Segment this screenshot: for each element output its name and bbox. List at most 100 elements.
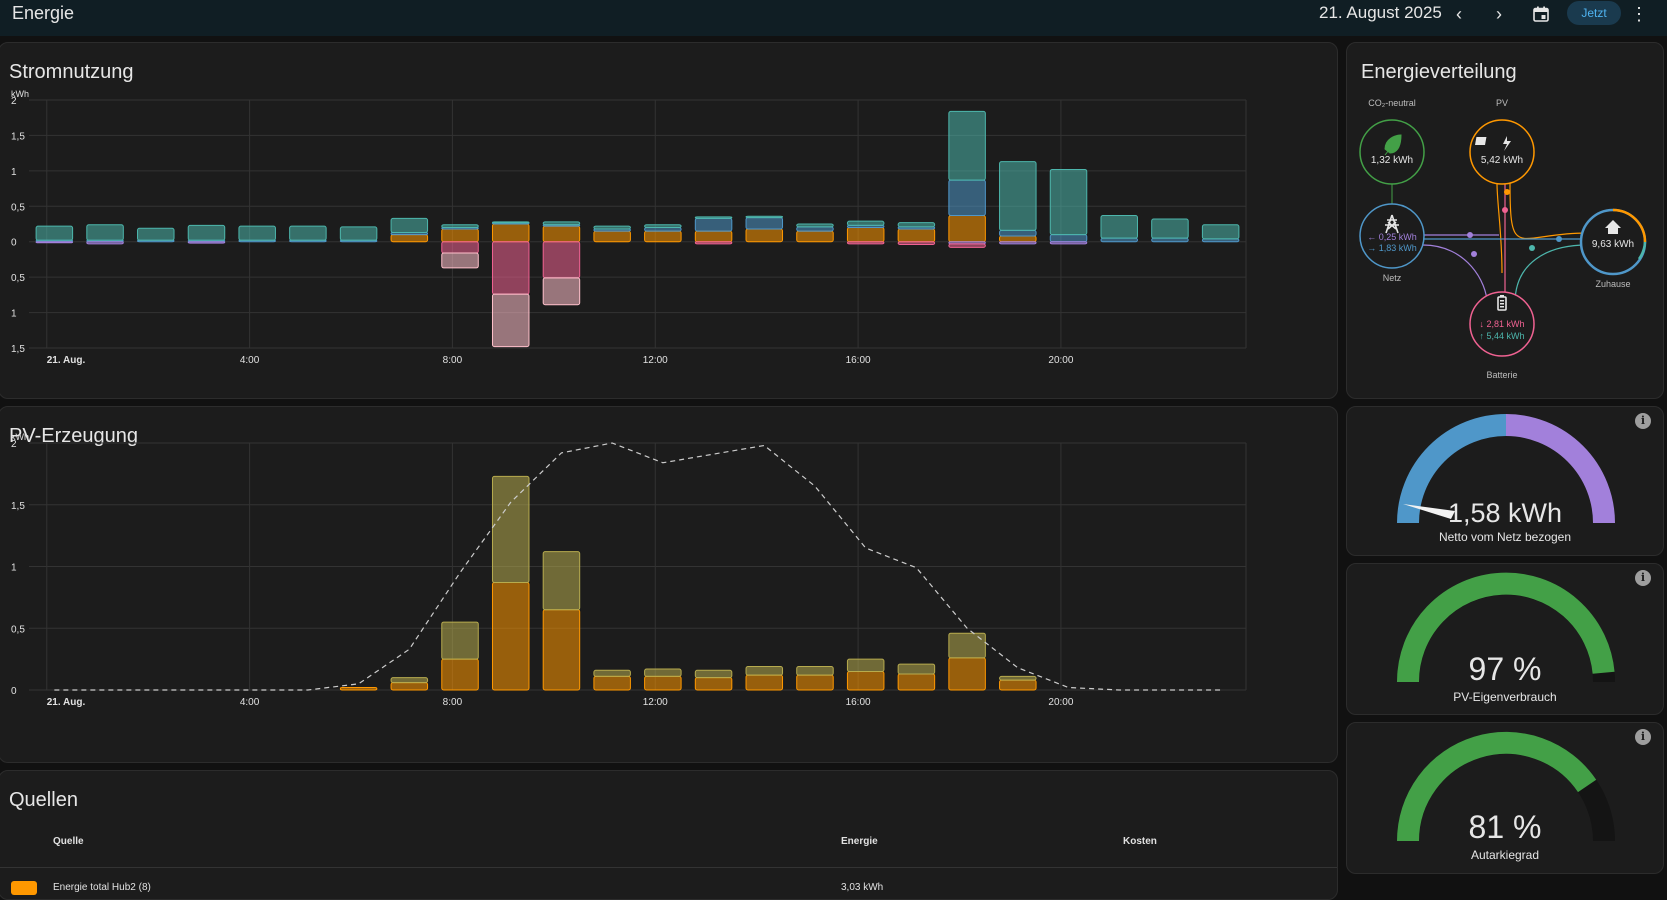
pv-card: PV-Erzeugung 2 1,5 1 0,5 0 21. Aug. 4:00 8:00 12… (0, 406, 1338, 763)
col-energy-header: Energie (841, 836, 878, 847)
today-button[interactable]: Jetzt (1567, 1, 1621, 25)
sources-title: Quellen (9, 789, 78, 811)
sources-card: Quellen Quelle Energie Kosten Energie to… (0, 770, 1338, 900)
autarky-value: 81 % (1468, 809, 1542, 845)
grid-label: Netz (1382, 273, 1402, 283)
info-icon[interactable]: i (1635, 570, 1651, 586)
bar (948, 243, 986, 248)
bar (694, 241, 733, 245)
grid-return-value: ← 0,25 kWh (1367, 232, 1417, 242)
info-icon[interactable]: i (1635, 413, 1651, 429)
bar (796, 674, 834, 691)
bar (846, 241, 885, 245)
co2-label: CO₂-neutral (1368, 98, 1416, 108)
x-tick-label: 4:00 (240, 355, 260, 366)
bar (542, 221, 581, 226)
distribution-diagram (1359, 119, 1647, 357)
bar (745, 666, 784, 676)
next-day-button[interactable]: › (1486, 2, 1512, 26)
pv-node[interactable] (1469, 119, 1535, 185)
bar (694, 217, 733, 232)
y-tick-label: 1 (11, 167, 17, 178)
bar (1100, 214, 1138, 239)
grid-net-label: Netto vom Netz bezogen (1438, 530, 1572, 544)
bar (187, 241, 226, 244)
bar (948, 179, 986, 216)
bar (441, 658, 479, 691)
bar (644, 675, 682, 691)
bar (137, 227, 175, 241)
bar (1049, 168, 1088, 236)
bar (593, 669, 631, 677)
bar (745, 228, 784, 243)
autarky-label: Autarkiegrad (1470, 848, 1540, 862)
calendar-icon (1533, 6, 1549, 22)
top-bar: Energie 21. August 2025 ‹ › Jetzt ⋮ (0, 0, 1667, 36)
bar (644, 224, 682, 229)
calendar-button[interactable] (1528, 2, 1554, 26)
home-label: Zuhause (1595, 279, 1631, 289)
bar (846, 227, 885, 243)
solar-power-icon (1475, 136, 1511, 151)
bar (491, 221, 530, 224)
bar (999, 679, 1037, 691)
y-tick-label: 0,5 (11, 273, 25, 284)
gauge-needle (1403, 504, 1455, 519)
bar (846, 658, 885, 672)
bar (491, 241, 530, 295)
bar (999, 675, 1037, 681)
table-divider (0, 867, 1337, 868)
x-tick-label: 12:00 (643, 697, 668, 708)
distribution-card: Energieverteilung (1346, 42, 1664, 399)
bar (999, 241, 1037, 245)
bar (694, 677, 733, 691)
y-tick-label: 0,5 (11, 624, 25, 635)
usage-card: Stromnutzung 2 1,5 1 0,5 0 0,5 1 1,5 21. Aug. 4:0… (0, 42, 1338, 399)
source-color-swatch (11, 881, 37, 895)
more-menu-button[interactable]: ⋮ (1626, 2, 1652, 26)
battery-charge-value: ↑ 5,44 kWh (1479, 331, 1525, 341)
bar (745, 217, 784, 230)
pv-chart: 2 1,5 1 0,5 0 21. Aug. 4:00 8:00 12:00 16:00 20:00… (11, 432, 1247, 708)
grid-node[interactable] (1359, 203, 1425, 269)
bar (796, 226, 834, 232)
bar (694, 216, 733, 219)
info-icon[interactable]: i (1635, 729, 1651, 745)
bar (897, 673, 936, 691)
y-unit-label: kWh (11, 432, 29, 442)
chevron-right-icon: › (1496, 3, 1502, 24)
y-tick-label: 1,5 (11, 501, 25, 512)
bar (238, 225, 276, 241)
x-tick-label: 8:00 (443, 697, 463, 708)
bar (593, 225, 631, 230)
bar (999, 229, 1037, 237)
y-tick-label: 0 (11, 238, 17, 249)
bar (948, 632, 986, 659)
y-tick-label: 2 (11, 96, 17, 107)
bar (1151, 237, 1189, 243)
bar (948, 214, 986, 243)
bar (441, 621, 479, 660)
x-tick-label: 12:00 (643, 355, 668, 366)
bar (1049, 241, 1088, 245)
bar (390, 682, 429, 691)
bar (644, 230, 682, 243)
bar (846, 220, 885, 226)
x-tick-label: 20:00 (1048, 355, 1073, 366)
bar (1100, 237, 1138, 243)
source-row-name: Energie total Hub2 (8) (53, 882, 151, 893)
transmission-tower-icon (1385, 214, 1399, 234)
bar (491, 475, 530, 584)
y-tick-label: 2 (11, 439, 17, 450)
y-tick-label: 1,5 (11, 131, 25, 142)
bar (796, 230, 834, 243)
battery-node[interactable] (1469, 291, 1535, 357)
co2-value: 1,32 kWh (1370, 155, 1414, 166)
pv-self-use-label: PV-Eigenverbrauch (1453, 690, 1557, 704)
bar (187, 224, 226, 241)
leaf-icon (1384, 134, 1402, 156)
x-tick-label: 21. Aug. (47, 355, 86, 366)
bar (999, 161, 1037, 231)
previous-day-button[interactable]: ‹ (1446, 2, 1472, 26)
source-row-energy: 3,03 kWh (841, 882, 884, 893)
